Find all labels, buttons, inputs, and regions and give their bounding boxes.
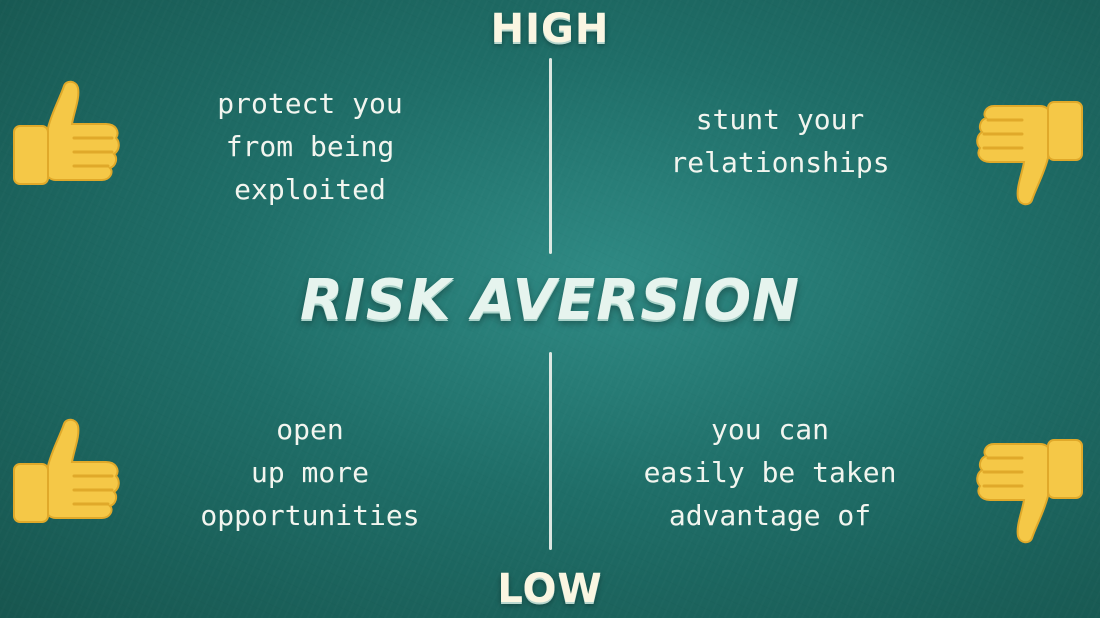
thumb-up-shape	[13, 418, 120, 523]
divider-bottom-line	[549, 352, 552, 550]
thumb-down-shape	[976, 101, 1083, 206]
quadrant-text-top-right: stunt your relationships	[670, 103, 890, 179]
quadrant-text-bottom-left: open up more opportunities	[200, 413, 420, 532]
axis-low-label: LOW	[497, 566, 603, 612]
quadrant-text-bottom-right: you can easily be taken advantage of	[643, 413, 897, 532]
thumb-down-shape	[976, 439, 1083, 544]
thumbs-down-icon	[976, 101, 1083, 206]
thumbs-up-icon	[13, 418, 120, 523]
thumb-up-shape	[13, 80, 120, 185]
quadrant-text-top-left: protect you from being exploited	[217, 87, 403, 206]
divider-top-line	[549, 58, 552, 254]
title-risk-aversion: RISK AVERSION	[299, 268, 801, 333]
thumbs-down-icon	[976, 439, 1083, 544]
axis-high-label: HIGH	[490, 6, 610, 52]
thumbs-up-icon	[13, 80, 120, 185]
